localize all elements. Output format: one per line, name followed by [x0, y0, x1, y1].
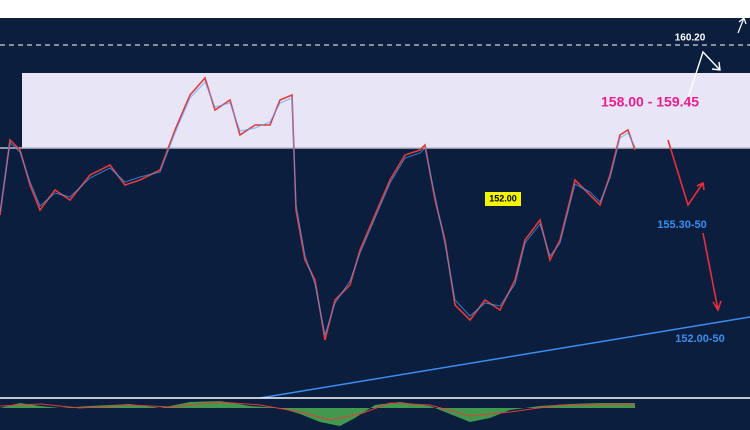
target-label: 155.30-50 — [657, 219, 707, 231]
zone-label: 158.00 - 159.45 — [601, 94, 699, 110]
resistance-zone — [22, 73, 750, 148]
target-label: 152.00-50 — [675, 333, 725, 345]
top-strip — [0, 0, 750, 18]
level-label: 160.20 — [675, 33, 706, 44]
trend-line — [259, 316, 750, 399]
indicator-histogram — [0, 401, 635, 426]
arrow-down-up — [667, 139, 705, 207]
arrow-top — [737, 16, 747, 34]
arrow-white — [687, 50, 721, 99]
indicator-signal — [0, 401, 636, 421]
arrow-down — [702, 232, 722, 312]
current-price-box — [485, 192, 521, 206]
price-path-shadow — [0, 81, 636, 336]
current-price-label: 152.00 — [489, 193, 517, 203]
